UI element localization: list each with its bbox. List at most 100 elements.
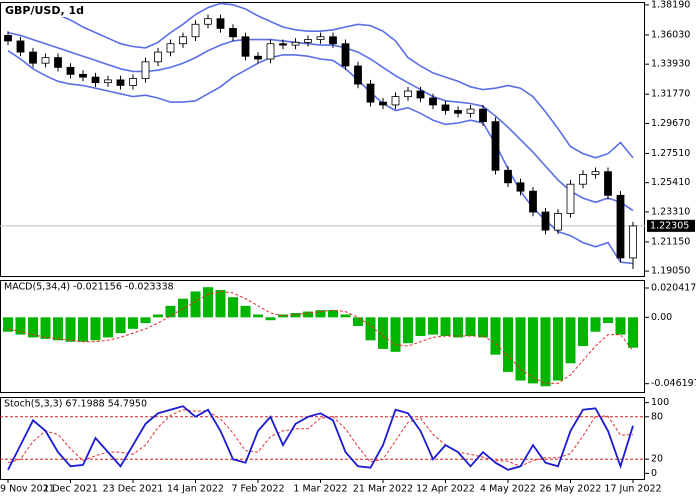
macd-bar — [178, 298, 188, 318]
candle-body — [91, 76, 100, 84]
candle-body — [316, 36, 325, 40]
macd-bar — [590, 317, 601, 332]
y-tick-label: 1.29670 — [651, 118, 690, 129]
candle-body — [541, 211, 550, 231]
candle-body — [141, 61, 150, 79]
macd-bar — [103, 317, 113, 338]
candle-body — [241, 36, 250, 57]
y-tick-label: 0.020417 — [651, 283, 696, 294]
macd-bar — [240, 305, 251, 318]
candle-body — [479, 108, 487, 123]
macd-bar — [615, 317, 626, 335]
candle-body — [29, 51, 37, 64]
y-tick-label: 100 — [651, 397, 669, 408]
macd-bar — [228, 297, 238, 318]
candle-body — [529, 190, 537, 213]
y-tick-label: 0.00 — [651, 312, 672, 323]
last-price-box — [647, 219, 695, 232]
macd-bar — [65, 317, 76, 342]
x-tick-label: 1 Mar 2022 — [293, 484, 347, 495]
candle-body — [279, 43, 287, 46]
last-price-label: 1.22305 — [650, 220, 689, 231]
macd-bar — [3, 317, 13, 332]
bollinger-upper — [7, 2, 634, 159]
macd-bar — [603, 317, 613, 324]
macd-bar — [565, 317, 576, 364]
candle-body — [41, 57, 50, 64]
macd-bar — [53, 317, 63, 341]
candle-body — [291, 41, 300, 46]
candle-body — [566, 183, 575, 214]
panel-frame — [0, 397, 645, 480]
candle-body — [341, 43, 350, 67]
candle-body — [491, 121, 500, 171]
candle-body — [604, 171, 612, 196]
y-tick-label: 1.27510 — [651, 148, 690, 159]
y-tick-label: 20 — [651, 454, 663, 465]
macd-signal — [7, 290, 634, 384]
macd-bar — [628, 317, 638, 348]
candle-body — [154, 51, 162, 63]
macd-bar — [478, 317, 488, 338]
macd-bar — [15, 317, 26, 335]
candle-body — [391, 96, 400, 106]
candle-body — [4, 34, 12, 42]
candle-body — [404, 90, 412, 97]
candle-body — [191, 23, 200, 38]
x-tick-label: 12 Apr 2022 — [416, 484, 475, 495]
candle-body — [579, 174, 587, 185]
macd-bar — [440, 317, 451, 336]
y-tick-label: 1.33930 — [651, 59, 690, 70]
candle-body — [504, 169, 512, 184]
macd-bar — [165, 305, 176, 318]
x-tick-label: 23 Dec 2021 — [103, 484, 164, 495]
macd-bar — [515, 317, 526, 381]
x-tick-label: 9 Nov 2021 — [0, 484, 55, 495]
macd-bar — [390, 317, 401, 352]
macd-bar — [340, 314, 351, 318]
title-bg — [2, 3, 82, 17]
candle-body — [304, 39, 312, 43]
candle-body — [554, 213, 562, 231]
macd-bar — [215, 290, 226, 318]
macd-bar — [578, 317, 588, 347]
x-tick-label: 26 May 2022 — [540, 484, 602, 495]
candle-body — [66, 66, 75, 75]
candle-body — [216, 18, 225, 29]
x-tick-label: 1 Dec 2021 — [43, 484, 98, 495]
y-tick-label: 1.31770 — [651, 89, 690, 100]
candle-body — [229, 28, 237, 38]
candle-body — [129, 78, 137, 86]
candle-body — [454, 110, 462, 114]
y-tick-label: -0.046197 — [651, 378, 696, 389]
macd-bar — [203, 287, 213, 318]
macd-bar — [353, 317, 363, 326]
macd-bar — [303, 311, 313, 318]
panel-title: MACD(5,34,4) -0.021156 -0.023338 — [4, 282, 174, 293]
bollinger-lower — [7, 50, 634, 265]
panel-title: Stoch(5,3,3) 67.1988 54.7950 — [4, 399, 147, 410]
candle-body — [179, 36, 187, 45]
macd-bar — [453, 317, 463, 338]
macd-bar — [28, 317, 38, 338]
macd-bar — [465, 317, 476, 336]
x-tick-label: 17 Jun 2022 — [604, 484, 661, 495]
candle-body — [116, 79, 125, 86]
candle-body — [429, 97, 437, 106]
macd-bar — [328, 310, 338, 318]
macd-bar — [378, 317, 388, 349]
panel-frame — [0, 280, 645, 393]
x-tick-label: 21 Mar 2022 — [353, 484, 413, 495]
candle-body — [591, 171, 600, 175]
y-tick-label: 1.38190 — [651, 0, 690, 10]
candle-body — [616, 194, 625, 259]
candle-body — [204, 18, 212, 25]
x-tick-label: 14 Jan 2022 — [167, 484, 224, 495]
x-tick-label: 4 May 2022 — [480, 484, 536, 495]
y-tick-label: 1.19050 — [651, 266, 690, 277]
macd-bar — [403, 317, 413, 344]
stoch-signal — [7, 409, 634, 467]
macd-bar — [528, 317, 538, 384]
candle-body — [166, 43, 175, 53]
